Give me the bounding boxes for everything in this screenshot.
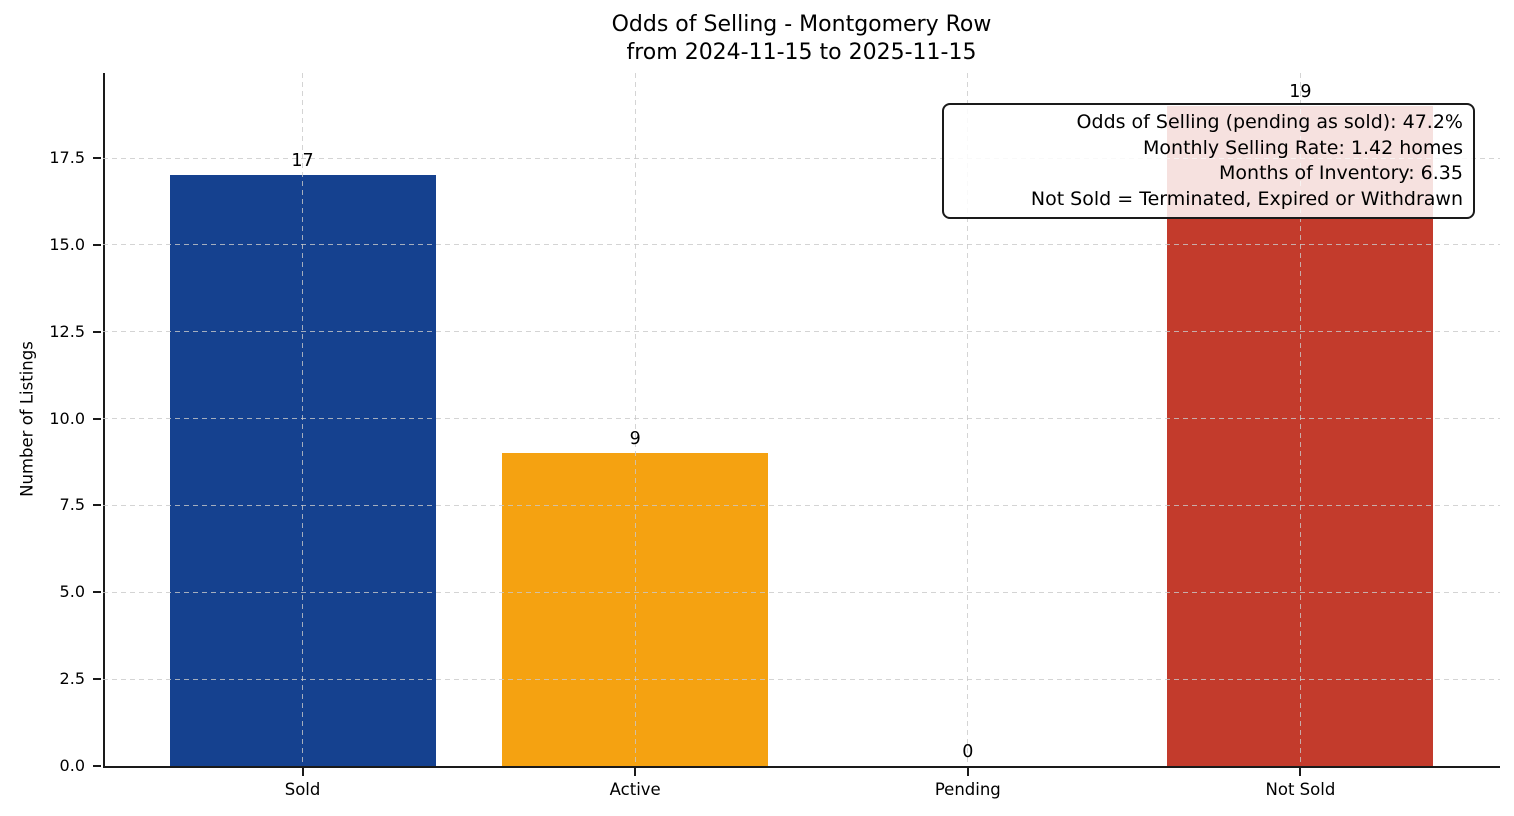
annotation-line-odds: Odds of Selling (pending as sold): 47.2%: [1076, 111, 1463, 133]
gridline-v-active: [634, 73, 636, 766]
y-axis-spine: [103, 73, 105, 768]
gridline-h-12.5: [103, 331, 1500, 333]
annotation-line-notsold-def: Not Sold = Terminated, Expired or Withdr…: [1030, 187, 1463, 210]
gridline-h-2.5: [103, 678, 1500, 680]
y-tick-label-0.0: 0.0: [59, 756, 85, 775]
chart-title: Odds of Selling - Montgomery Row: [611, 12, 992, 37]
gridline-v-pending: [967, 73, 969, 766]
x-tick-mark-not-sold: [1299, 768, 1302, 776]
x-axis-spine: [103, 766, 1500, 768]
y-tick-mark-7.5: [93, 504, 101, 507]
y-tick-label-5.0: 5.0: [59, 582, 85, 602]
chart-subtitle: from 2024-11-15 to 2025-11-15: [626, 40, 977, 65]
gridline-v-sold: [302, 73, 304, 766]
y-tick-label-15.0: 15.0: [49, 234, 85, 254]
x-tick-label-active: Active: [609, 780, 661, 799]
gridline-h-17.5: [103, 157, 1500, 159]
y-tick-label-7.5: 7.5: [59, 495, 85, 515]
x-tick-mark-active: [634, 768, 637, 776]
annotation-box: Odds of Selling (pending as sold): 47.2%…: [942, 103, 1475, 219]
annotation-line-inventory: Months of Inventory: 6.35: [1219, 162, 1463, 184]
gridline-v-not-sold: [1299, 73, 1301, 766]
x-tick-mark-sold: [301, 768, 304, 776]
y-tick-mark-12.5: [93, 330, 101, 333]
y-tick-label-17.5: 17.5: [49, 148, 85, 168]
x-tick-label-sold: Sold: [284, 780, 321, 799]
y-tick-mark-10.0: [93, 417, 101, 420]
x-tick-label-pending: Pending: [934, 780, 1001, 799]
bar-value-label-not-sold: 19: [1289, 82, 1312, 102]
y-tick-mark-15.0: [93, 243, 101, 246]
gridline-h-15.0: [103, 244, 1500, 246]
x-tick-mark-pending: [966, 768, 969, 776]
y-tick-label-12.5: 12.5: [49, 321, 85, 341]
gridline-h-10.0: [103, 418, 1500, 420]
bar-value-label-active: 9: [629, 429, 641, 450]
annotation-line-rate: Monthly Selling Rate: 1.42 homes: [1143, 136, 1463, 159]
bar-value-label-pending: 0: [962, 742, 974, 762]
gridline-h-5.0: [103, 591, 1500, 593]
bar-value-label-sold: 17: [291, 151, 314, 172]
y-tick-mark-0.0: [93, 765, 101, 767]
y-axis-label: Number of Listings: [17, 341, 37, 497]
x-tick-label-not-sold: Not Sold: [1265, 780, 1336, 799]
y-tick-label-2.5: 2.5: [59, 669, 85, 689]
y-tick-mark-5.0: [93, 591, 101, 594]
y-tick-label-10.0: 10.0: [49, 408, 85, 428]
gridline-h-7.5: [103, 504, 1500, 506]
y-tick-mark-17.5: [93, 157, 101, 160]
y-tick-mark-2.5: [93, 678, 101, 681]
